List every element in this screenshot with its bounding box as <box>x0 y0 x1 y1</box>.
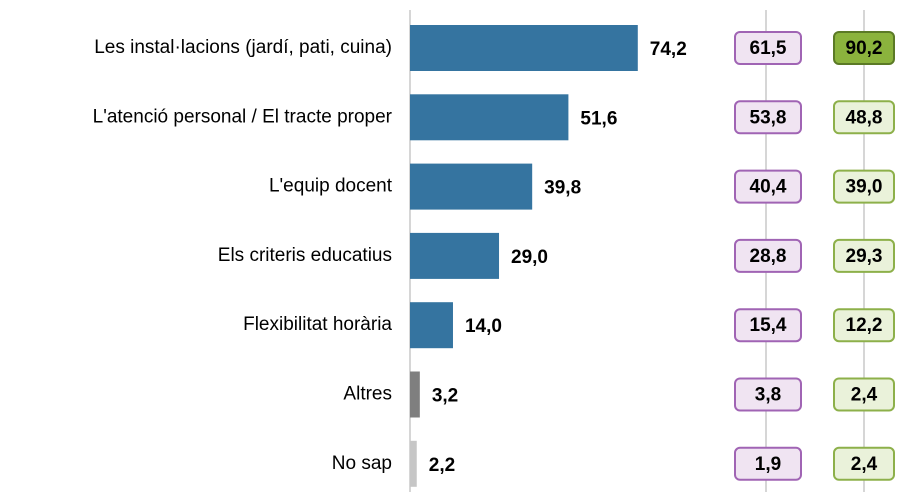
value-box <box>833 100 895 135</box>
category-label: Flexibilitat horària <box>243 314 392 335</box>
value-box <box>833 377 895 412</box>
value-box <box>734 169 802 204</box>
bar <box>410 94 569 141</box>
value-box <box>734 100 802 135</box>
category-label: Altres <box>343 384 392 405</box>
value-label: 3,2 <box>432 386 458 407</box>
value-box <box>833 446 895 481</box>
value-box-label: 2,4 <box>851 385 878 406</box>
value-label: 2,2 <box>429 455 455 476</box>
value-box-label: 3,8 <box>755 385 781 406</box>
value-box-label: 48,8 <box>846 107 883 128</box>
category-label: No sap <box>332 453 392 474</box>
bar <box>410 163 533 210</box>
value-label: 74,2 <box>650 39 687 60</box>
value-box-label: 39,0 <box>846 177 883 198</box>
value-label: 29,0 <box>511 247 548 268</box>
category-label: L'atenció personal / El tracte proper <box>93 106 393 127</box>
value-label: 39,8 <box>544 178 581 199</box>
value-box <box>734 238 802 273</box>
bar <box>410 440 417 487</box>
category-label: Les instal·lacions (jardí, pati, cuina) <box>94 37 392 58</box>
value-box-label: 61,5 <box>750 38 787 59</box>
value-box-label: 40,4 <box>750 177 787 198</box>
value-box-label: 90,2 <box>846 38 883 59</box>
category-label: L'equip docent <box>269 176 393 197</box>
value-box <box>734 377 802 412</box>
value-box <box>734 308 802 343</box>
category-label: Els criteris educatius <box>218 245 392 266</box>
value-box-label: 15,4 <box>750 315 787 336</box>
value-box-label: 2,4 <box>851 454 878 475</box>
value-box-label: 29,3 <box>846 246 883 267</box>
value-box <box>833 308 895 343</box>
value-box-label: 1,9 <box>755 454 781 475</box>
value-box <box>734 446 802 481</box>
bar <box>410 232 500 279</box>
value-box <box>833 169 895 204</box>
value-box <box>734 31 802 65</box>
value-box-label: 12,2 <box>846 315 883 336</box>
value-label: 51,6 <box>580 108 617 129</box>
value-box <box>833 238 895 273</box>
value-label: 14,0 <box>465 316 502 337</box>
bar <box>410 371 420 418</box>
value-box-label: 53,8 <box>750 107 787 128</box>
value-box <box>833 31 895 65</box>
bar <box>410 25 638 71</box>
bar <box>410 302 453 349</box>
value-box-label: 28,8 <box>750 246 787 267</box>
